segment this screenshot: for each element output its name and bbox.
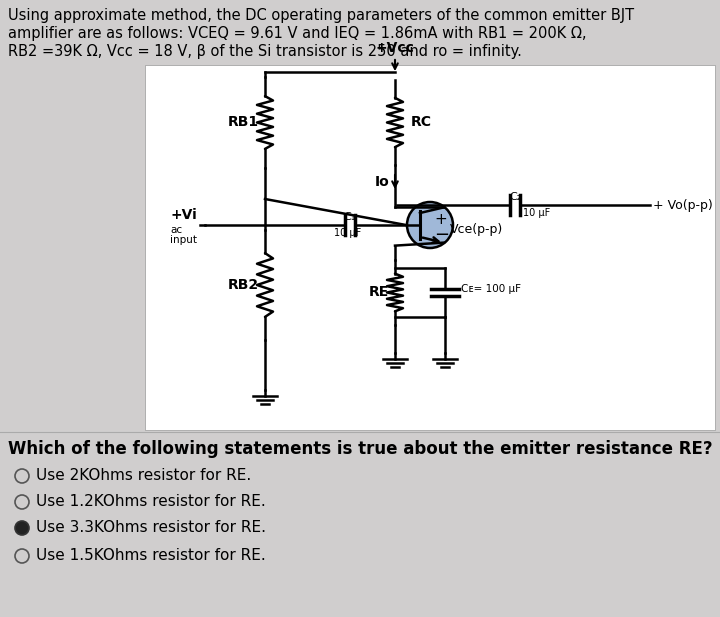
Text: 10 μF: 10 μF bbox=[334, 228, 361, 238]
Text: C₁: C₁ bbox=[344, 212, 356, 222]
Text: Which of the following statements is true about the emitter resistance RE?: Which of the following statements is tru… bbox=[8, 440, 713, 458]
Circle shape bbox=[15, 521, 29, 535]
Text: Use 1.2KOhms resistor for RE.: Use 1.2KOhms resistor for RE. bbox=[36, 494, 266, 510]
Text: C₂: C₂ bbox=[509, 193, 521, 202]
Text: + Vo(p-p): + Vo(p-p) bbox=[653, 199, 713, 212]
Text: Use 1.5KOhms resistor for RE.: Use 1.5KOhms resistor for RE. bbox=[36, 549, 266, 563]
Text: Cᴇ= 100 μF: Cᴇ= 100 μF bbox=[461, 284, 521, 294]
Text: RC: RC bbox=[411, 115, 432, 130]
Text: Use 3.3KOhms resistor for RE.: Use 3.3KOhms resistor for RE. bbox=[36, 521, 266, 536]
Text: Using approximate method, the DC operating parameters of the common emitter BJT: Using approximate method, the DC operati… bbox=[8, 8, 634, 23]
Text: RB2: RB2 bbox=[228, 278, 259, 292]
Text: RB1: RB1 bbox=[228, 115, 259, 130]
FancyBboxPatch shape bbox=[145, 65, 715, 430]
Text: input: input bbox=[170, 235, 197, 245]
Text: +: + bbox=[434, 212, 446, 227]
Text: amplifier are as follows: VCEQ = 9.61 V and IEQ = 1.86mA with RB1 = 200K Ω,: amplifier are as follows: VCEQ = 9.61 V … bbox=[8, 26, 587, 41]
Text: RE: RE bbox=[369, 286, 389, 299]
Text: +Vcc: +Vcc bbox=[376, 41, 415, 55]
Text: −: − bbox=[434, 226, 449, 244]
Circle shape bbox=[407, 202, 453, 248]
Text: 10 μF: 10 μF bbox=[523, 209, 550, 218]
Text: Io: Io bbox=[374, 175, 389, 189]
Text: ac: ac bbox=[170, 225, 182, 235]
Text: RB2 =39K Ω, Vcc = 18 V, β of the Si transistor is 250 and ro = infinity.: RB2 =39K Ω, Vcc = 18 V, β of the Si tran… bbox=[8, 44, 522, 59]
Text: +Vi: +Vi bbox=[170, 208, 197, 222]
Text: Use 2KOhms resistor for RE.: Use 2KOhms resistor for RE. bbox=[36, 468, 251, 484]
Text: Vce(p-p): Vce(p-p) bbox=[450, 223, 503, 236]
